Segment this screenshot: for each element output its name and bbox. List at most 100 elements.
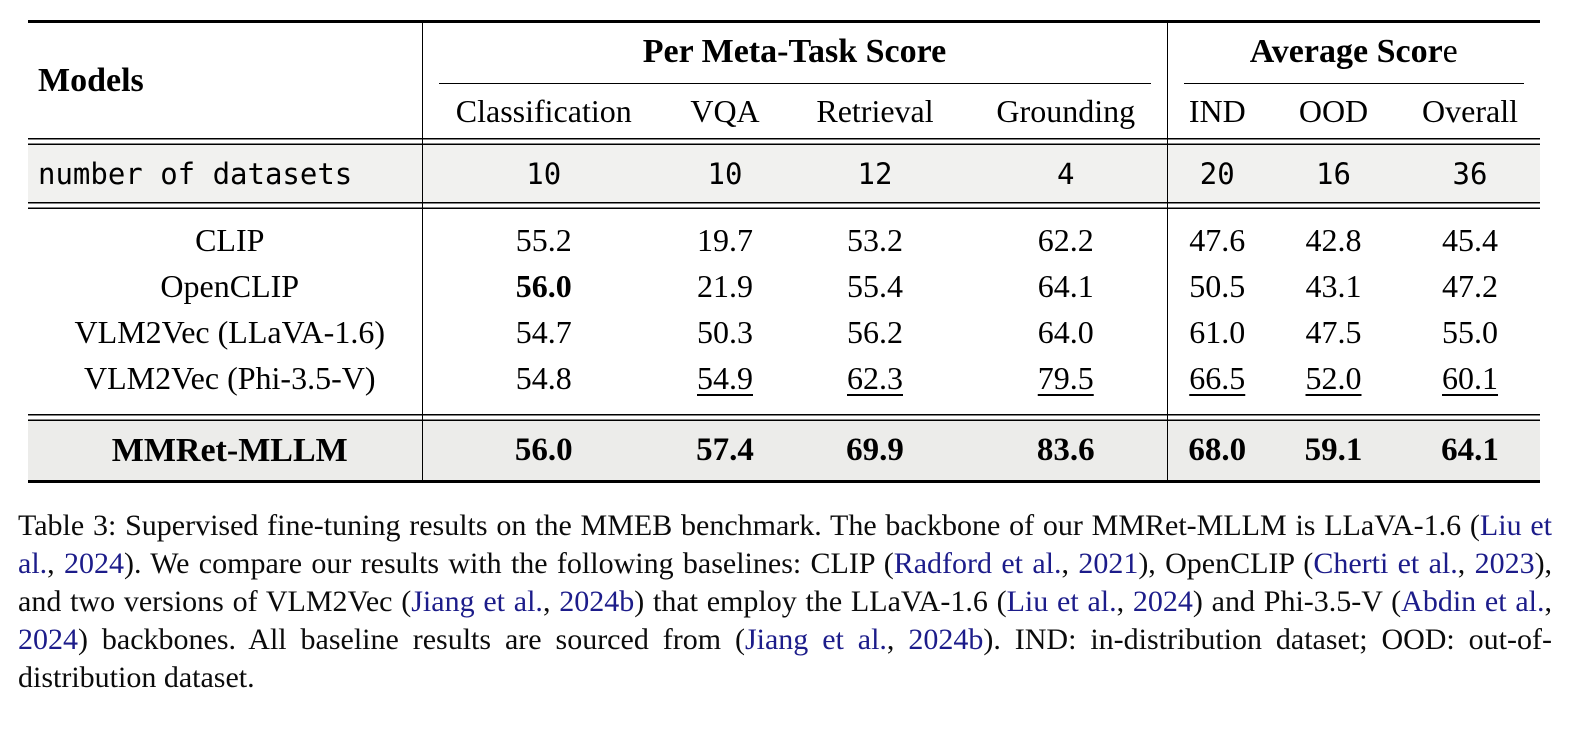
caption-text: ) and Phi-3.5-V ( bbox=[1192, 585, 1402, 618]
double-rule bbox=[28, 414, 1541, 421]
citation-link[interactable]: 2021 bbox=[1078, 547, 1139, 580]
score-cell: 54.8 bbox=[421, 355, 665, 414]
citation-link[interactable]: 2023 bbox=[1474, 547, 1535, 580]
score-cell: 64.0 bbox=[1037, 313, 1094, 350]
score-cell: 56.0 bbox=[421, 421, 665, 482]
citation-link[interactable]: 2024b bbox=[908, 623, 984, 656]
table-header: Models Per Meta-Task Score Average Score… bbox=[28, 21, 1541, 138]
score-cell: 43.1 bbox=[1305, 267, 1362, 304]
model-name-cell: VLM2Vec (Phi-3.5-V) bbox=[84, 359, 376, 396]
average-score-group-header: Average Score bbox=[1166, 21, 1541, 84]
column-header-classification: Classification bbox=[421, 84, 665, 138]
citation-link[interactable]: 2024 bbox=[63, 547, 124, 580]
results-table: Models Per Meta-Task Score Average Score… bbox=[28, 20, 1541, 483]
score-cell: 50.3 bbox=[697, 313, 753, 350]
score-cell: 83.6 bbox=[965, 421, 1167, 482]
caption-text: , bbox=[1457, 547, 1475, 580]
score-cell: 56.0 bbox=[421, 263, 665, 309]
column-header-overall: Overall bbox=[1422, 92, 1518, 129]
citation-link[interactable]: Cherti et al. bbox=[1313, 547, 1458, 580]
citation-link[interactable]: Abdin et al. bbox=[1401, 585, 1545, 618]
score-cell: 69.9 bbox=[785, 421, 965, 482]
table-caption: Table 3: Supervised fine-tuning results … bbox=[18, 507, 1552, 697]
score-cell: 54.9 bbox=[697, 359, 753, 396]
per-meta-task-group-label: Per Meta-Task Score bbox=[438, 23, 1151, 84]
score-cell: 68.0 bbox=[1166, 421, 1267, 482]
caption-text: , bbox=[1116, 585, 1133, 618]
score-cell: 19.7 bbox=[697, 221, 753, 258]
score-cell: 61.0 bbox=[1166, 309, 1267, 355]
score-cell: 66.5 bbox=[1166, 355, 1267, 414]
caption-text: , bbox=[1544, 585, 1553, 618]
caption-text: Table 3: Supervised fine-tuning results … bbox=[18, 509, 1480, 542]
table-row: VLM2Vec (LLaVA-1.6) 54.7 50.3 56.2 64.0 61.0 4… bbox=[28, 309, 1540, 355]
model-name-cell: CLIP bbox=[195, 221, 265, 258]
model-name-cell: OpenCLIP bbox=[160, 267, 300, 304]
per-meta-task-group-header: Per Meta-Task Score bbox=[421, 21, 1167, 84]
column-header-retrieval: Retrieval bbox=[816, 92, 934, 129]
dataset-count-cell: 16 bbox=[1267, 145, 1400, 202]
header-columns-row: Classification VQA Retrieval Grounding I… bbox=[28, 84, 1540, 138]
score-cell: 47.5 bbox=[1305, 313, 1362, 350]
column-header-ind: IND bbox=[1166, 84, 1267, 138]
caption-text: ). IND: in-distribution dataset; OOD: ou… bbox=[18, 623, 1552, 694]
score-cell: 55.0 bbox=[1442, 313, 1499, 350]
citation-link[interactable]: Liu et al. bbox=[18, 509, 1552, 580]
score-cell: 42.8 bbox=[1305, 221, 1362, 258]
citation-link[interactable]: 2024 bbox=[1132, 585, 1193, 618]
score-cell: 62.2 bbox=[1037, 221, 1094, 258]
caption-text: , bbox=[1061, 547, 1079, 580]
score-cell: 53.2 bbox=[847, 221, 903, 258]
score-cell: 60.1 bbox=[1442, 359, 1499, 396]
caption-text: ). We compare our results with the follo… bbox=[123, 547, 894, 580]
average-score-group-label: Average Score bbox=[1183, 23, 1525, 84]
score-cell: 47.2 bbox=[1442, 267, 1499, 304]
citation-link[interactable]: Liu et al. bbox=[1006, 585, 1117, 618]
score-cell: 21.9 bbox=[697, 267, 753, 304]
score-cell: 59.1 bbox=[1267, 421, 1400, 482]
score-cell: 54.7 bbox=[421, 309, 665, 355]
dataset-count-cell: 10 bbox=[421, 145, 665, 202]
caption-text: , bbox=[542, 585, 560, 618]
score-cell: 57.4 bbox=[665, 421, 785, 482]
dataset-count-cell: 12 bbox=[785, 145, 965, 202]
score-cell: 62.3 bbox=[847, 359, 903, 396]
dataset-count-cell: 4 bbox=[965, 145, 1167, 202]
citation-link[interactable]: 2024b bbox=[559, 585, 635, 618]
score-cell: 55.4 bbox=[847, 267, 903, 304]
score-cell: 55.2 bbox=[421, 209, 665, 263]
table-row: OpenCLIP 56.0 21.9 55.4 64.1 50.5 43.1 47.2 bbox=[28, 263, 1540, 309]
caption-text: , bbox=[886, 623, 909, 656]
score-cell: 64.1 bbox=[1037, 267, 1094, 304]
dataset-count-cell: 10 bbox=[665, 145, 785, 202]
model-name-cell: MMRet-MLLM bbox=[28, 421, 422, 482]
column-header-grounding: Grounding bbox=[996, 92, 1136, 129]
citation-link[interactable]: 2024 bbox=[18, 623, 78, 656]
citation-link[interactable]: Jiang et al. bbox=[411, 585, 543, 618]
header-group-row: Models Per Meta-Task Score Average Score bbox=[28, 21, 1541, 99]
caption-text: ), and two versions of VLM2Vec ( bbox=[18, 547, 1553, 618]
table-row: CLIP 55.2 19.7 53.2 62.2 47.6 42.8 45.4 bbox=[28, 209, 1540, 263]
table-body: CLIP 55.2 19.7 53.2 62.2 47.6 42.8 45.4 OpenCLIP… bbox=[28, 209, 1540, 414]
double-rule bbox=[28, 202, 1541, 209]
score-cell: 45.4 bbox=[1442, 221, 1499, 258]
column-header-ood: OOD bbox=[1298, 92, 1369, 129]
dataset-count-cell: 36 bbox=[1400, 145, 1541, 202]
score-cell: 47.6 bbox=[1166, 209, 1267, 263]
models-column-header: Models bbox=[38, 61, 144, 99]
citation-link[interactable]: Radford et al. bbox=[893, 547, 1062, 580]
citation-link[interactable]: Jiang et al. bbox=[744, 623, 887, 656]
score-cell: 56.2 bbox=[847, 313, 903, 350]
caption-text: ) backbones. All baseline results are so… bbox=[78, 623, 745, 656]
caption-text: ), OpenCLIP ( bbox=[1138, 547, 1314, 580]
table-row: VLM2Vec (Phi-3.5-V) 54.8 54.9 62.3 79.5 66.5 5… bbox=[28, 355, 1540, 414]
score-cell: 64.1 bbox=[1400, 421, 1541, 482]
column-header-vqa: VQA bbox=[690, 92, 760, 129]
score-cell: 79.5 bbox=[1037, 359, 1094, 396]
caption-text: , bbox=[47, 547, 64, 580]
double-rule bbox=[28, 138, 1541, 145]
dataset-count-cell: 20 bbox=[1166, 145, 1267, 202]
score-cell: 52.0 bbox=[1305, 359, 1362, 396]
score-cell: 50.5 bbox=[1166, 263, 1267, 309]
model-name-cell: VLM2Vec (LLaVA-1.6) bbox=[74, 313, 385, 350]
